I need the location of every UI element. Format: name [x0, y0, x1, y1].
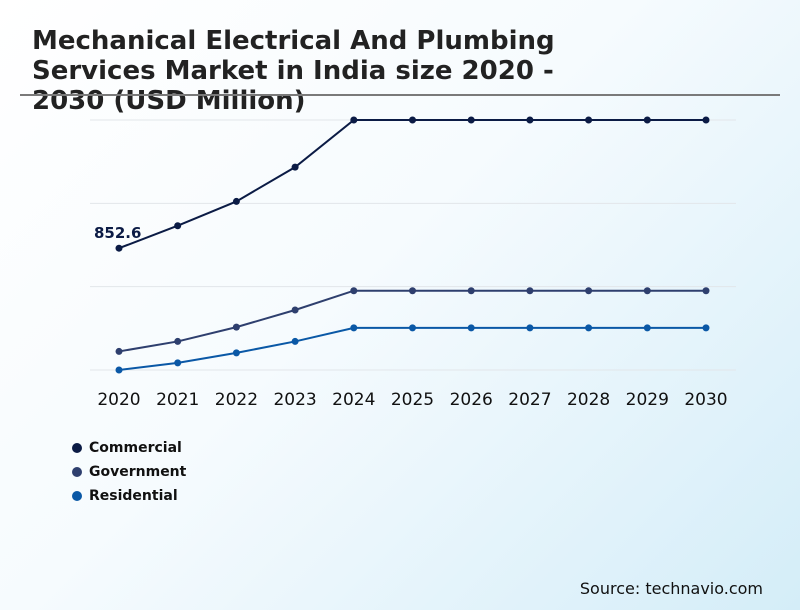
data-labels: 852.6: [94, 224, 141, 242]
title-divider: [20, 94, 780, 96]
data-point-residential: [174, 359, 182, 367]
data-point-commercial: [526, 116, 534, 124]
legend-item-commercial: Commercial: [72, 436, 186, 460]
data-label: 852.6: [94, 224, 141, 242]
x-tick-label: 2022: [215, 390, 258, 410]
data-point-government: [467, 287, 475, 295]
data-point-commercial: [174, 222, 182, 230]
data-points: [115, 116, 710, 374]
x-tick-label: 2021: [156, 390, 199, 410]
data-point-residential: [585, 324, 593, 332]
data-point-commercial: [409, 116, 416, 124]
data-point-commercial: [115, 244, 123, 252]
x-tick-label: 2030: [684, 390, 727, 410]
data-point-residential: [232, 349, 240, 357]
data-point-government: [232, 323, 240, 331]
legend-label: Government: [89, 464, 187, 480]
x-tick-label: 2020: [97, 390, 140, 410]
x-tick-label: 2027: [508, 390, 551, 410]
legend-marker: [72, 443, 82, 453]
source-note: Source: technavio.com: [579, 579, 763, 598]
legend: Commercial Government Residential: [72, 436, 186, 508]
gridlines: [90, 119, 736, 371]
x-tick-label: 2026: [450, 390, 493, 410]
legend-item-government: Government: [72, 460, 186, 484]
data-point-residential: [409, 324, 416, 332]
data-point-government: [526, 287, 534, 295]
chart-title: Mechanical Electrical And Plumbing Servi…: [32, 26, 555, 116]
data-point-residential: [115, 366, 123, 374]
data-point-residential: [643, 324, 651, 332]
x-tick-label: 2028: [567, 390, 610, 410]
data-point-residential: [467, 324, 475, 332]
data-point-commercial: [585, 116, 593, 124]
data-point-commercial: [467, 116, 475, 124]
data-point-commercial: [291, 163, 299, 171]
legend-label: Residential: [89, 488, 178, 504]
data-point-government: [350, 287, 358, 295]
data-point-residential: [526, 324, 534, 332]
x-tick-label: 2024: [332, 390, 375, 410]
legend-marker: [72, 467, 82, 477]
data-point-government: [585, 287, 593, 295]
data-point-commercial: [643, 116, 651, 124]
data-point-residential: [702, 324, 710, 332]
series-line-government: [118, 289, 706, 353]
legend-label: Commercial: [89, 440, 182, 456]
x-axis-ticks: 2020 2021 2022 2023 2024 2025 2026 2027 2028 2029…: [97, 390, 727, 410]
data-point-commercial: [702, 116, 710, 124]
legend-marker: [72, 491, 82, 501]
series-lines: [118, 119, 706, 371]
data-point-residential: [350, 324, 358, 332]
data-point-government: [174, 337, 182, 345]
x-tick-label: 2029: [626, 390, 669, 410]
data-point-government: [115, 347, 123, 355]
data-point-commercial: [232, 197, 240, 205]
legend-item-residential: Residential: [72, 484, 186, 508]
x-tick-label: 2023: [273, 390, 316, 410]
data-point-government: [643, 287, 651, 295]
data-point-government: [409, 287, 416, 295]
x-tick-label: 2025: [391, 390, 434, 410]
data-point-government: [702, 287, 710, 295]
data-point-government: [291, 306, 299, 314]
series-line-commercial: [118, 119, 706, 250]
data-point-residential: [291, 337, 299, 345]
data-point-commercial: [350, 116, 358, 124]
